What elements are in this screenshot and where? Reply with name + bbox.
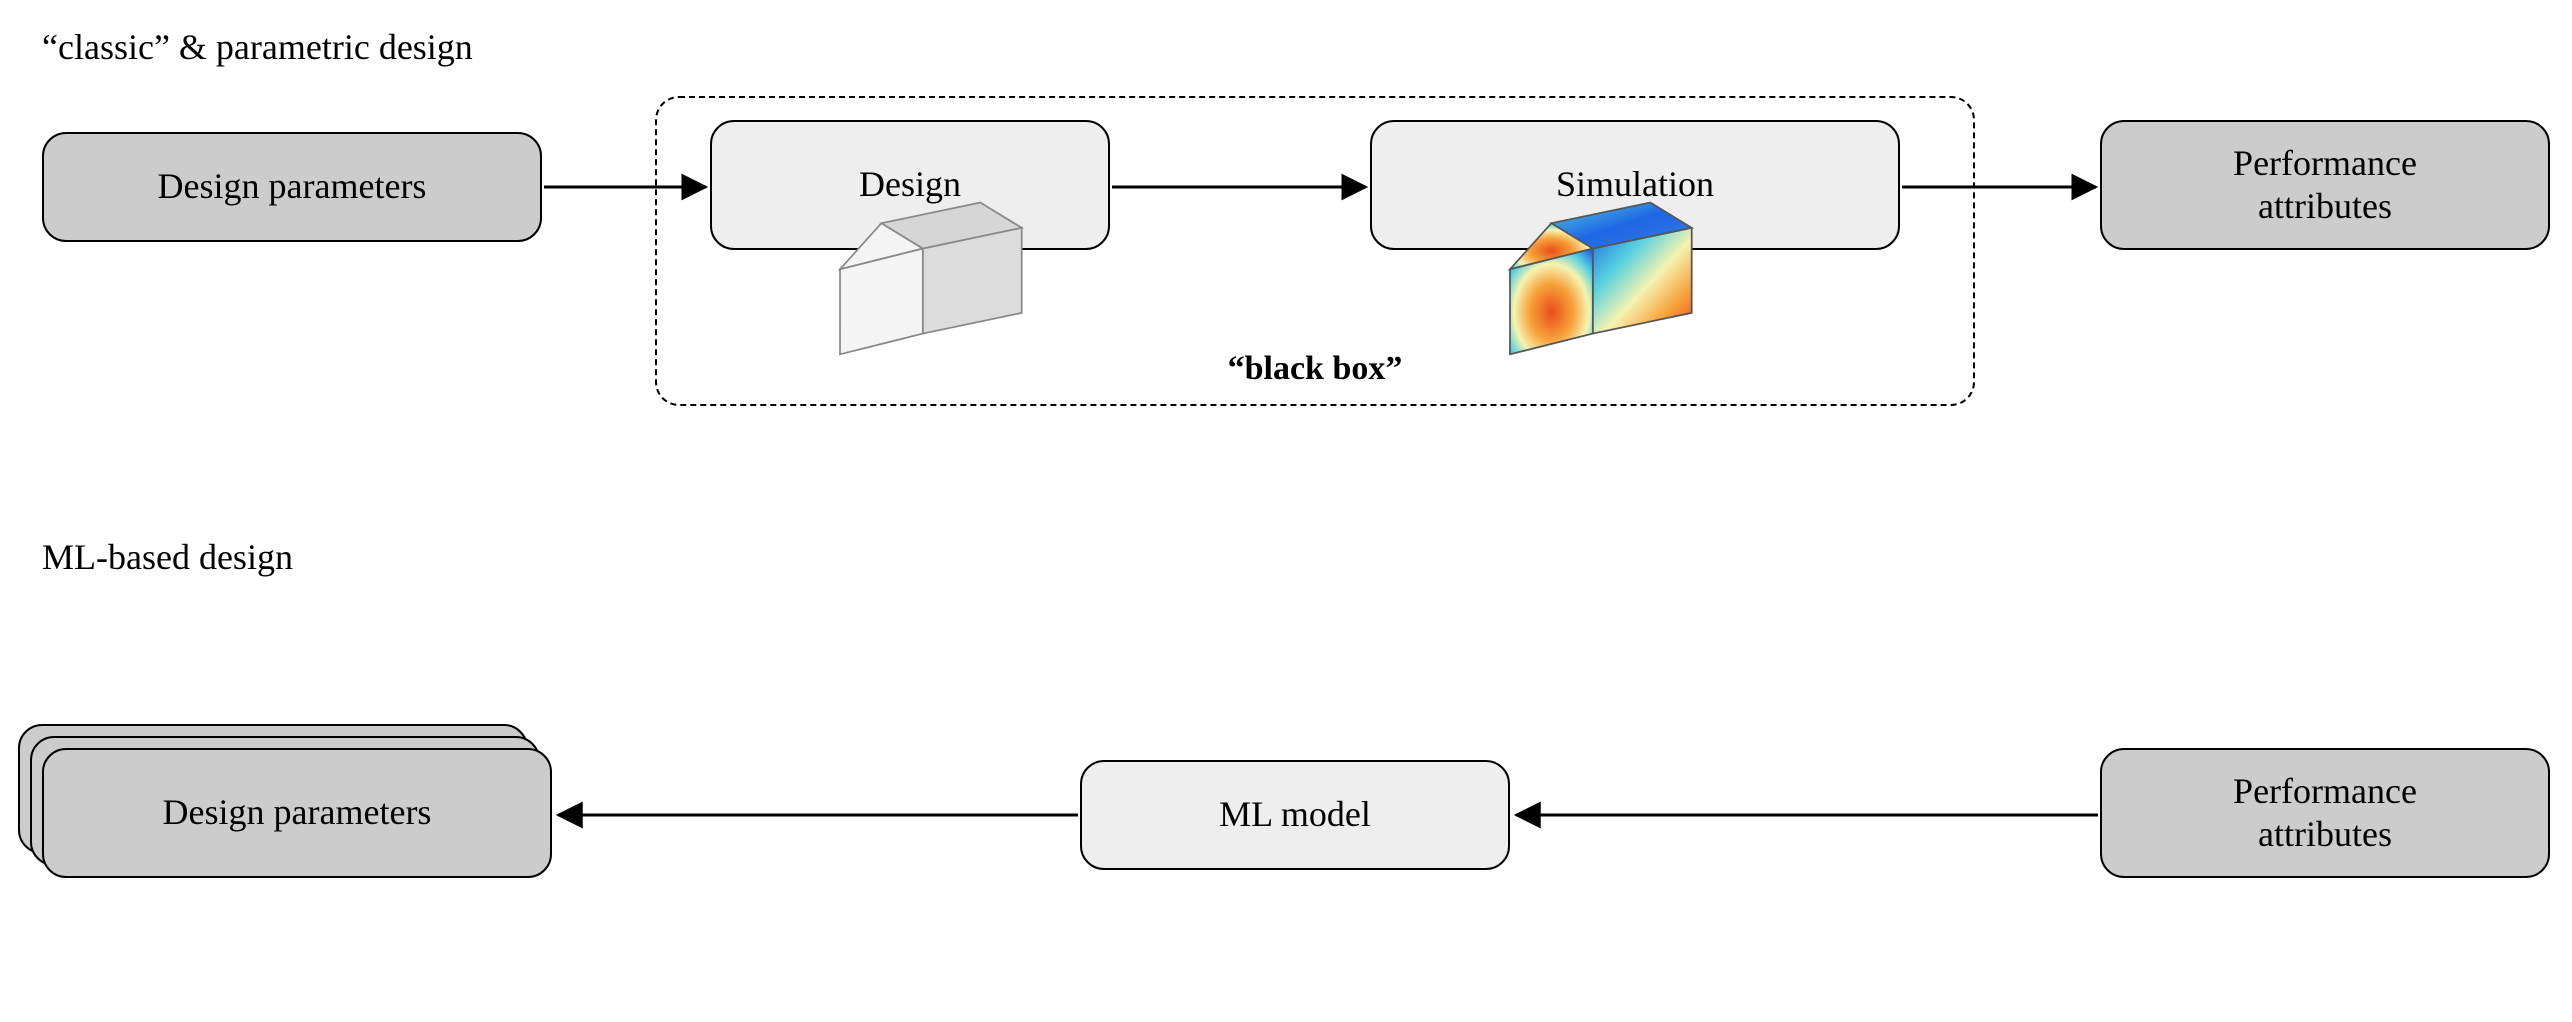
node-design-parameters-stack: Design parameters [42, 748, 552, 878]
title-ml: ML-based design [42, 536, 293, 578]
node-design-parameters: Design parameters [42, 132, 542, 242]
node-performance-attributes-bottom: Performance attributes [2100, 748, 2550, 878]
node-simulation-label: Simulation [1556, 163, 1714, 206]
node-design: Design [710, 120, 1110, 250]
node-ml-model: ML model [1080, 760, 1510, 870]
node-performance-attributes-top: Performance attributes [2100, 120, 2550, 250]
blackbox-label: “black box” [1185, 350, 1445, 388]
node-performance-attributes-bottom-label: Performance attributes [2233, 770, 2417, 856]
node-ml-model-label: ML model [1219, 793, 1371, 836]
node-design-parameters-label: Design parameters [158, 165, 427, 208]
node-design-label: Design [859, 163, 961, 206]
stack-label: Design parameters [163, 791, 432, 834]
title-classic: “classic” & parametric design [42, 26, 473, 68]
diagram-canvas: “classic” & parametric design ML-based d… [0, 0, 2572, 1022]
node-performance-attributes-top-label: Performance attributes [2233, 142, 2417, 228]
node-simulation: Simulation [1370, 120, 1900, 250]
